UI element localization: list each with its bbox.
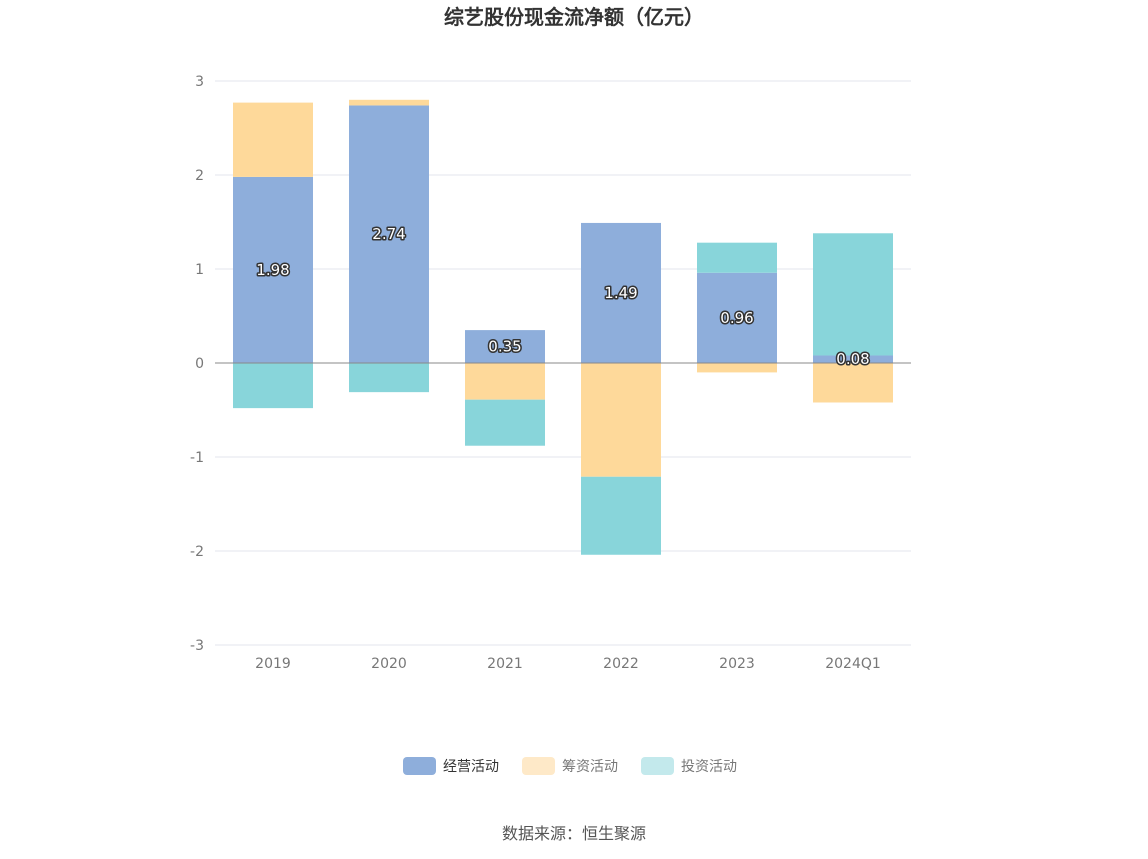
y-axis: 3 2 1 0 -1 -2 -3 bbox=[190, 74, 204, 654]
bar-1-5[interactable] bbox=[813, 363, 893, 403]
legend-swatch[interactable] bbox=[522, 757, 555, 775]
legend-label[interactable]: 投资活动 bbox=[681, 759, 737, 775]
bar-1-1[interactable] bbox=[349, 99, 429, 106]
bar-1-3[interactable] bbox=[581, 363, 661, 477]
legend-swatch[interactable] bbox=[641, 757, 674, 775]
bar-2-5[interactable] bbox=[813, 233, 893, 356]
x-tick-label: 2022 bbox=[603, 656, 639, 672]
x-axis: 2019 2020 2021 2022 2023 2024Q1 bbox=[255, 656, 881, 672]
bar-1-2[interactable] bbox=[465, 363, 545, 400]
bar-2-1[interactable] bbox=[349, 363, 429, 393]
bar-2-0[interactable] bbox=[233, 363, 313, 409]
chart-title: 综艺股份现金流净额（亿元） bbox=[444, 5, 704, 29]
data-label: 2.74 bbox=[372, 225, 405, 243]
x-tick-label: 2024Q1 bbox=[825, 656, 881, 672]
y-tick-label: -3 bbox=[190, 638, 204, 654]
data-label: 0.08 bbox=[836, 350, 869, 368]
bar-2-4[interactable] bbox=[697, 242, 777, 273]
grid bbox=[215, 80, 911, 646]
bar-0-3[interactable] bbox=[581, 222, 661, 363]
y-tick-label: -1 bbox=[190, 450, 204, 466]
legend[interactable]: 经营活动 筹资活动 投资活动 bbox=[403, 757, 737, 775]
x-tick-label: 2019 bbox=[255, 656, 291, 672]
bar-2-2[interactable] bbox=[465, 399, 545, 446]
data-labels: 1.98 2.74 0.35 1.49 0.96 0.08 bbox=[255, 224, 871, 370]
x-tick-label: 2021 bbox=[487, 656, 523, 672]
bar-2-3[interactable] bbox=[581, 476, 661, 555]
bars bbox=[233, 99, 893, 555]
legend-label[interactable]: 筹资活动 bbox=[562, 758, 618, 775]
bar-0-1[interactable] bbox=[349, 105, 429, 363]
bar-1-0[interactable] bbox=[233, 102, 313, 177]
bar-1-4[interactable] bbox=[697, 363, 777, 373]
x-tick-label: 2020 bbox=[371, 656, 407, 672]
data-label: 1.49 bbox=[604, 284, 637, 302]
bar-0-5[interactable] bbox=[813, 355, 893, 363]
y-tick-label: 3 bbox=[195, 74, 204, 90]
y-tick-label: -2 bbox=[190, 544, 204, 560]
legend-label[interactable]: 经营活动 bbox=[443, 759, 499, 775]
bar-0-2[interactable] bbox=[465, 330, 545, 363]
x-tick-label: 2023 bbox=[719, 656, 755, 672]
legend-swatch[interactable] bbox=[403, 757, 436, 775]
bar-0-4[interactable] bbox=[697, 272, 777, 363]
data-label: 1.98 bbox=[256, 261, 289, 279]
bar-0-0[interactable] bbox=[233, 176, 313, 363]
y-tick-label: 0 bbox=[195, 356, 204, 372]
y-tick-label: 1 bbox=[195, 262, 204, 278]
data-label: 0.96 bbox=[720, 309, 753, 327]
source-note: 数据来源：恒生聚源 bbox=[502, 824, 646, 843]
data-label: 0.35 bbox=[488, 338, 521, 356]
y-tick-label: 2 bbox=[195, 168, 204, 184]
